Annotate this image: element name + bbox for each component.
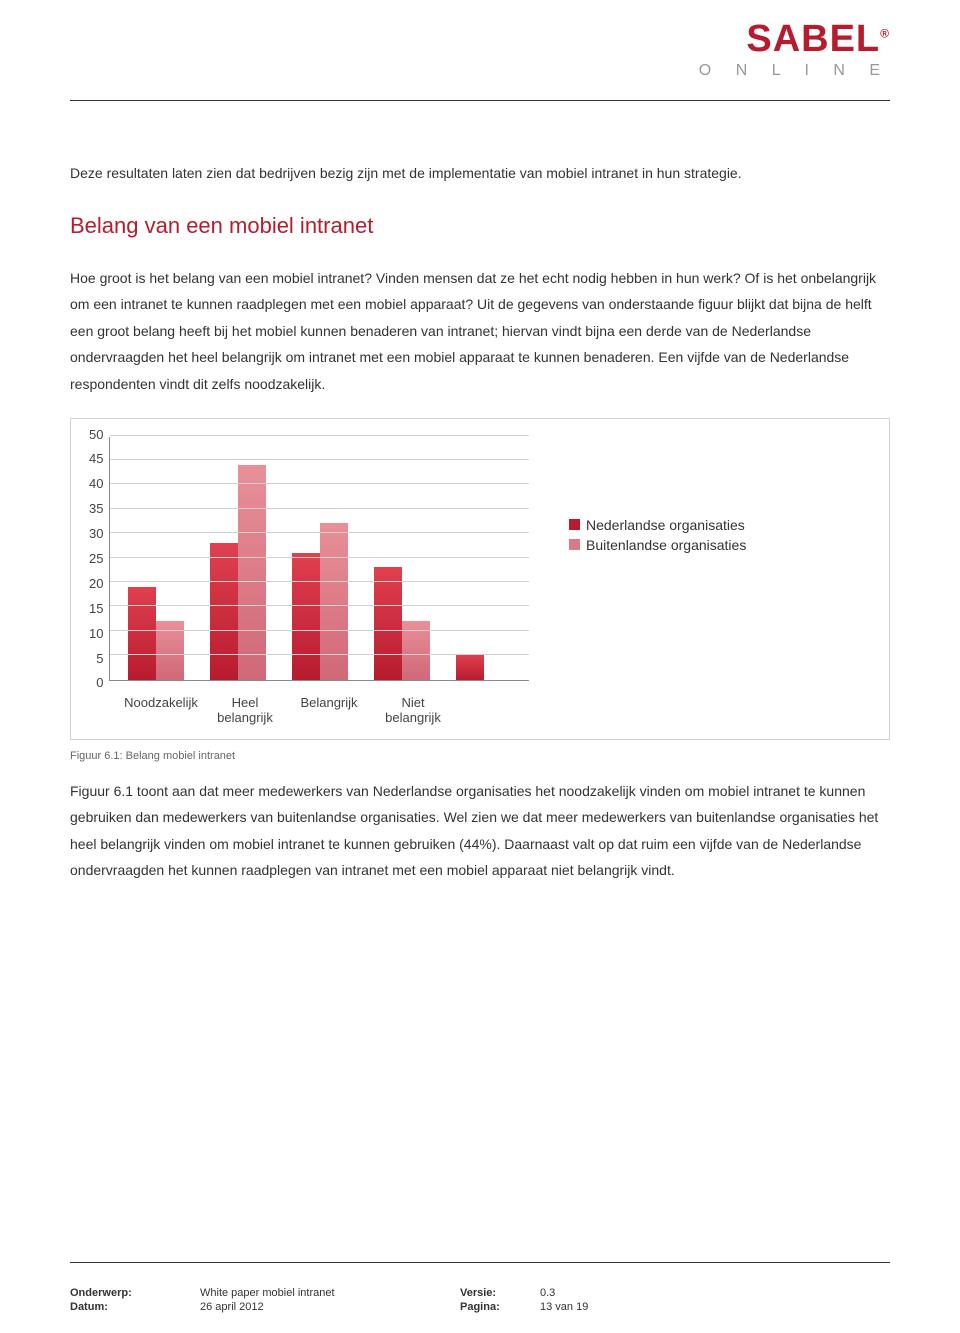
legend-item: Buitenlandse organisaties (569, 537, 746, 553)
plot-area (109, 437, 529, 681)
y-tick-label: 5 (96, 651, 103, 666)
y-tick-label: 15 (89, 601, 103, 616)
legend-label: Nederlandse organisaties (586, 517, 745, 533)
intro-paragraph: Deze resultaten laten zien dat bedrijven… (70, 160, 890, 187)
bar (292, 553, 320, 680)
y-tick-label: 40 (89, 476, 103, 491)
bar (374, 567, 402, 679)
bottom-divider (70, 1262, 890, 1263)
bar-group (362, 567, 442, 679)
legend-swatch (569, 539, 580, 550)
chart-caption: Figuur 6.1: Belang mobiel intranet (70, 750, 890, 762)
y-tick-label: 10 (89, 626, 103, 641)
logo-subtitle: O N L I N E (699, 62, 890, 80)
bar (456, 655, 484, 679)
logo-main: SABEL® (699, 20, 890, 58)
footer-value-pagina: 13 van 19 (540, 1301, 588, 1313)
y-tick-label: 45 (89, 451, 103, 466)
chart-inner: 50454035302520151050 NoodzakelijkHeelbel… (89, 437, 871, 725)
body-paragraph: Hoe groot is het belang van een mobiel i… (70, 265, 890, 398)
grid-line (110, 459, 529, 460)
y-tick-label: 50 (89, 427, 103, 442)
chart-plot-wrapper: 50454035302520151050 NoodzakelijkHeelbel… (89, 437, 539, 725)
bar-group (444, 655, 524, 679)
y-tick-label: 25 (89, 551, 103, 566)
footer-label-onderwerp: Onderwerp: (70, 1287, 200, 1299)
bar (128, 587, 156, 680)
bars-row (110, 437, 529, 680)
footer-row-2: Datum: 26 april 2012 Pagina: 13 van 19 (70, 1301, 890, 1313)
chart-container: 50454035302520151050 NoodzakelijkHeelbel… (70, 418, 890, 740)
legend-label: Buitenlandse organisaties (586, 537, 746, 553)
footer-value-onderwerp: White paper mobiel intranet (200, 1287, 460, 1299)
grid-line (110, 435, 529, 436)
logo: SABEL® O N L I N E (699, 20, 890, 80)
y-tick-label: 0 (96, 675, 103, 690)
logo-text: SABEL (746, 18, 880, 60)
grid-line (110, 654, 529, 655)
footer-value-datum: 26 april 2012 (200, 1301, 460, 1313)
bar-group (280, 523, 360, 679)
bar (238, 465, 266, 680)
bar-group (198, 465, 278, 680)
grid-line (110, 630, 529, 631)
section-heading: Belang van een mobiel intranet (70, 213, 890, 239)
y-tick-label: 35 (89, 501, 103, 516)
content: Deze resultaten laten zien dat bedrijven… (70, 160, 890, 884)
grid-line (110, 483, 529, 484)
footer-label-versie: Versie: (460, 1287, 540, 1299)
x-tick-label (455, 695, 539, 725)
x-tick-label: Noodzakelijk (119, 695, 203, 725)
chart-plot: 50454035302520151050 (89, 437, 539, 691)
bar (210, 543, 238, 680)
bar (320, 523, 348, 679)
x-tick-label: Belangrijk (287, 695, 371, 725)
grid-line (110, 557, 529, 558)
legend-item: Nederlandse organisaties (569, 517, 746, 533)
footer-label-datum: Datum: (70, 1301, 200, 1313)
x-tick-label: Nietbelangrijk (371, 695, 455, 725)
footer-label-pagina: Pagina: (460, 1301, 540, 1313)
grid-line (110, 581, 529, 582)
bar-group (116, 587, 196, 680)
grid-line (110, 508, 529, 509)
legend: Nederlandse organisaties Buitenlandse org… (569, 517, 746, 557)
logo-reg: ® (880, 26, 890, 40)
grid-line (110, 605, 529, 606)
y-tick-label: 30 (89, 526, 103, 541)
x-axis-labels: NoodzakelijkHeelbelangrijkBelangrijkNiet… (119, 695, 539, 725)
legend-swatch (569, 519, 580, 530)
x-tick-label: Heelbelangrijk (203, 695, 287, 725)
closing-paragraph: Figuur 6.1 toont aan dat meer medewerker… (70, 778, 890, 884)
footer-row-1: Onderwerp: White paper mobiel intranet V… (70, 1287, 890, 1299)
top-divider (70, 100, 890, 101)
grid-line (110, 532, 529, 533)
footer: Onderwerp: White paper mobiel intranet V… (70, 1287, 890, 1315)
y-tick-label: 20 (89, 576, 103, 591)
footer-value-versie: 0.3 (540, 1287, 555, 1299)
y-axis: 50454035302520151050 (89, 427, 109, 691)
